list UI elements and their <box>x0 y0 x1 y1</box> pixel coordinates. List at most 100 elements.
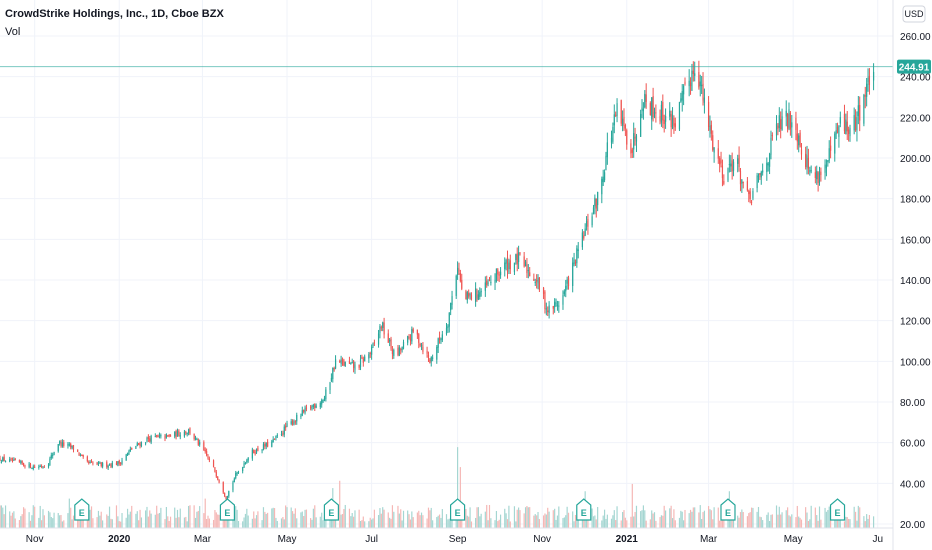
volume-bar <box>409 519 412 528</box>
volume-bar <box>408 514 410 528</box>
volume-bar <box>368 521 370 528</box>
volume-bar <box>796 505 798 528</box>
candle-body <box>476 290 478 299</box>
volume-bar <box>470 521 473 528</box>
volume-bar <box>92 518 94 528</box>
candle-body <box>10 458 12 460</box>
volume-bar <box>458 519 460 528</box>
x-tick-label: Nov <box>533 534 551 545</box>
price-axis[interactable]: 20.00 40.00 60.00 80.00 100.00 120.00 140.00 16… <box>900 32 931 531</box>
volume-bar <box>71 519 73 528</box>
volume-bar <box>868 514 871 528</box>
candle-body <box>194 437 197 440</box>
candle-body <box>409 338 412 341</box>
volume-bar <box>174 507 176 528</box>
volume-bar <box>2 507 4 528</box>
candle-body <box>319 402 321 408</box>
volume-bar <box>717 507 719 528</box>
volume-bar <box>768 521 771 528</box>
volume-bar <box>516 509 518 528</box>
volume-bar <box>343 509 345 528</box>
candle-body <box>450 302 452 311</box>
volume-bar <box>247 515 249 528</box>
volume-bar <box>165 506 167 528</box>
candle-body <box>82 454 84 457</box>
volume-bar <box>450 520 452 528</box>
candle-body <box>419 344 421 346</box>
volume-bar <box>504 508 506 528</box>
x-tick-label: Jul <box>365 534 378 545</box>
volume-bar <box>538 519 540 528</box>
volume-bar <box>689 509 692 528</box>
candle-body <box>430 357 432 362</box>
candle-body <box>640 113 642 137</box>
volume-bar <box>131 505 133 528</box>
candle-body <box>32 466 34 469</box>
candle-body <box>701 84 703 87</box>
candle-body <box>447 326 449 329</box>
currency-button-frame[interactable] <box>902 5 926 23</box>
candle-body <box>548 305 550 313</box>
volume-bar <box>631 483 633 528</box>
time-axis[interactable]: Nov 2020 Mar May Jul Sep Nov 2021 Mar May Ju <box>26 534 883 545</box>
candle-body <box>380 327 382 329</box>
volume-bar <box>167 516 169 528</box>
volume-bar <box>59 515 61 528</box>
earnings-marker[interactable]: E <box>219 498 236 521</box>
candle-body <box>379 326 381 333</box>
volume-bar <box>282 517 284 528</box>
volume-bar <box>146 506 148 528</box>
candle-body <box>351 362 353 364</box>
candle-body <box>344 361 346 367</box>
candle-body <box>766 162 768 173</box>
candle-body <box>642 108 644 112</box>
candle-body <box>499 271 502 276</box>
volume-bar <box>624 517 626 528</box>
volume-bar <box>339 480 341 528</box>
candle-body <box>391 349 394 355</box>
candle-body <box>121 460 123 464</box>
volume-bar <box>154 514 156 528</box>
candle-body <box>149 438 151 442</box>
currency-button[interactable]: USD <box>902 5 926 23</box>
candle-body <box>620 100 622 124</box>
earnings-marker[interactable]: E <box>829 498 846 521</box>
volume-bar <box>663 505 665 528</box>
candle-body <box>468 293 470 297</box>
candle-body <box>120 462 122 464</box>
candle-body <box>809 170 811 172</box>
earnings-marker[interactable]: E <box>720 498 736 521</box>
y-tick-label: 160.00 <box>900 235 931 246</box>
candle-body <box>828 148 830 161</box>
candle-body <box>839 117 841 124</box>
candle-body <box>479 292 481 298</box>
volume-bar <box>781 512 783 528</box>
earnings-marker[interactable]: E <box>74 498 90 521</box>
volume-bar <box>214 510 216 528</box>
candle-body <box>265 442 267 447</box>
earnings-marker[interactable]: E <box>449 498 466 521</box>
volume-bar <box>0 505 1 528</box>
candle-body <box>504 262 506 270</box>
candle-body <box>756 175 758 189</box>
volume-bar <box>788 515 790 528</box>
candle-body <box>626 130 628 145</box>
candle-body <box>78 452 80 456</box>
earnings-marker[interactable]: E <box>323 498 340 521</box>
candle-body <box>487 282 489 284</box>
volume-bar <box>350 516 352 528</box>
volume-bar <box>97 510 100 528</box>
volume-bar <box>469 507 471 528</box>
volume-bar <box>486 504 488 528</box>
volume-bar <box>537 512 539 528</box>
candle-body <box>509 260 511 270</box>
candle-body <box>681 91 683 101</box>
volume-bar <box>437 515 439 528</box>
volume-bar <box>719 520 721 528</box>
earnings-marker[interactable]: E <box>576 498 592 521</box>
volume-bar <box>566 506 568 528</box>
candle-body <box>175 430 177 438</box>
